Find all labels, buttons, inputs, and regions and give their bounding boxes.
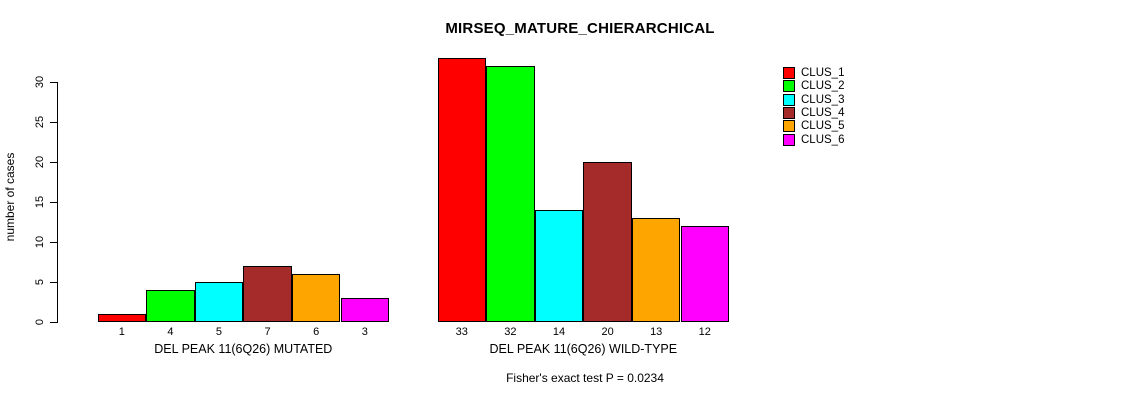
- y-tick-label: 10: [34, 235, 46, 249]
- bar-value-label: 12: [698, 326, 711, 338]
- bar-clus_6: [680, 226, 730, 322]
- legend-item: CLUS_3: [783, 93, 844, 107]
- group-axis-label: DEL PEAK 11(6Q26) MUTATED: [154, 342, 333, 356]
- legend-label: CLUS_3: [801, 93, 845, 106]
- legend-label: CLUS_1: [801, 67, 845, 79]
- y-tick-label: 30: [34, 75, 46, 89]
- legend-swatch-icon: [783, 93, 795, 106]
- bar-clus_5: [291, 274, 341, 322]
- bar-value-label: 20: [601, 326, 614, 338]
- y-tick-label: 0: [34, 318, 46, 326]
- bar-clus_3: [194, 282, 244, 322]
- legend-label: CLUS_2: [801, 80, 845, 93]
- bar-value-label: 5: [215, 326, 223, 338]
- legend-swatch-icon: [783, 133, 795, 146]
- bar-value-label: 32: [504, 326, 517, 338]
- group-axis-label: DEL PEAK 11(6Q26) WILD-TYPE: [489, 342, 678, 356]
- bar-value-label: 6: [313, 326, 320, 338]
- bar-clus_3: [534, 210, 584, 322]
- y-tick-mark: [50, 282, 58, 283]
- legend-swatch-icon: [783, 67, 795, 79]
- legend-label: CLUS_4: [801, 107, 845, 120]
- legend-label: CLUS_5: [801, 120, 845, 133]
- legend-swatch-icon: [783, 120, 795, 133]
- y-tick-label: 20: [34, 155, 46, 169]
- bar-value-label: 14: [552, 326, 566, 338]
- fisher-test-annotation: Fisher's exact test P = 0.0234: [506, 371, 664, 385]
- bar-clus_4: [583, 162, 632, 322]
- y-tick-mark: [50, 162, 58, 163]
- legend-item: CLUS_4: [783, 106, 844, 120]
- legend-swatch-icon: [783, 80, 795, 93]
- bar-clus_4: [243, 266, 292, 322]
- y-tick-mark: [50, 322, 58, 323]
- bar-value-label: 7: [264, 326, 271, 338]
- bar-clus_2: [146, 290, 195, 322]
- y-axis-label: number of cases: [3, 152, 17, 242]
- bar-value-label: 33: [455, 326, 468, 338]
- y-tick-mark: [50, 242, 58, 243]
- legend-item: CLUS_5: [783, 119, 844, 133]
- y-tick-mark: [50, 122, 58, 123]
- legend-swatch-icon: [783, 107, 795, 120]
- bar-clus_1: [97, 314, 147, 322]
- y-tick-label: 25: [34, 115, 46, 129]
- chart-title: MIRSEQ_MATURE_CHIERARCHICAL: [445, 20, 715, 37]
- bar-value-label: 4: [167, 326, 174, 338]
- y-tick-label: 15: [34, 195, 46, 209]
- bar-value-label: 1: [118, 326, 125, 338]
- bar-value-label: 3: [361, 326, 368, 338]
- legend-label: CLUS_6: [801, 133, 845, 146]
- bar-clus_5: [631, 218, 681, 322]
- bar-clus_2: [486, 66, 535, 322]
- bar-clus_6: [340, 298, 390, 322]
- legend-item: CLUS_2: [783, 79, 844, 93]
- bar-clus_1: [437, 58, 487, 322]
- y-tick-mark: [50, 82, 58, 83]
- bar-value-label: 13: [650, 326, 663, 338]
- y-tick-mark: [50, 202, 58, 203]
- y-tick-label: 5: [34, 278, 46, 286]
- legend-item: CLUS_6: [783, 133, 844, 147]
- legend-item: CLUS_1: [783, 66, 844, 80]
